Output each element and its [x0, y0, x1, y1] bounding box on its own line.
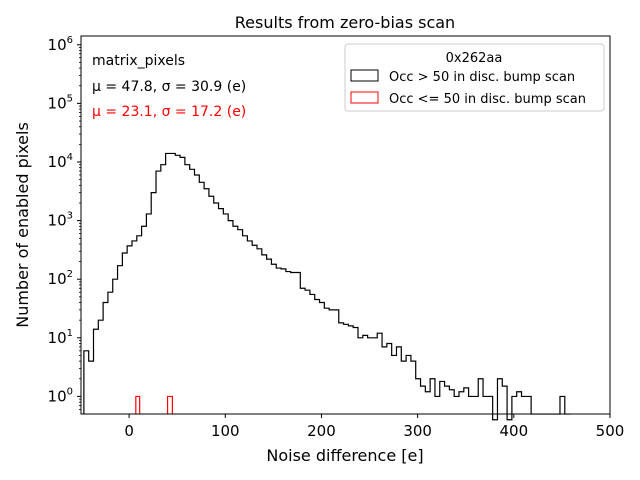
annotation-stats-black: μ = 47.8, σ = 30.9 (e): [92, 79, 246, 95]
legend-swatch-black: [350, 69, 379, 82]
y-tick-label: 106: [48, 35, 73, 54]
x-tick-label: 100: [211, 422, 240, 440]
series-occ-le-50-bar-0: [135, 395, 141, 414]
x-axis-label: Noise difference [e]: [266, 446, 423, 465]
legend-entry-black: Occ > 50 in disc. bump scan: [389, 70, 575, 85]
y-tick-label: 102: [48, 269, 73, 288]
axes-layer: 0 100 200 300 400 500 100 101 102 103 104 105 106: [48, 35, 625, 440]
x-tick-label: 500: [596, 422, 625, 440]
y-tick-label: 105: [48, 93, 73, 112]
annotation-stats-red: μ = 23.1, σ = 17.2 (e): [92, 104, 246, 120]
legend: 0x262aa Occ > 50 in disc. bump scan Occ …: [344, 43, 605, 112]
legend-swatch-red: [350, 91, 379, 104]
series-occ-gt-50-step: [83, 152, 571, 421]
y-tick-label: 101: [48, 328, 73, 347]
y-tick-label: 100: [48, 386, 73, 405]
legend-entry-red: Occ <= 50 in disc. bump scan: [389, 92, 586, 107]
plot-frame: [80, 35, 611, 415]
legend-box: [344, 43, 605, 112]
x-tick-label: 400: [499, 422, 528, 440]
x-tick-label: 200: [307, 422, 336, 440]
annotation-name: matrix_pixels: [92, 53, 185, 69]
y-axis-label: Number of enabled pixels: [13, 122, 32, 328]
legend-title: 0x262aa: [446, 51, 503, 66]
x-tick-label: 0: [124, 422, 134, 440]
chart-title: Results from zero-bias scan: [235, 13, 455, 32]
y-tick-label: 103: [48, 211, 73, 230]
y-tick-label: 104: [48, 152, 73, 171]
series-layer: [83, 152, 571, 421]
x-tick-label: 300: [403, 422, 432, 440]
series-occ-le-50-bar-1: [166, 395, 173, 414]
